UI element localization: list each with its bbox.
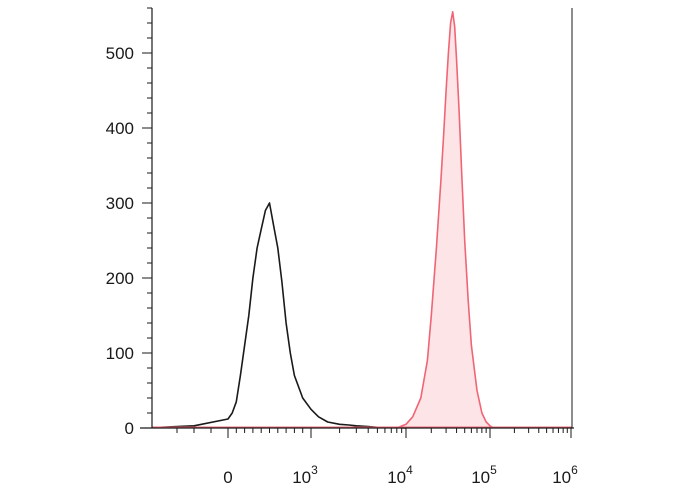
x-tick-label: 0: [223, 468, 232, 487]
y-tick-label: 200: [106, 269, 134, 288]
x-tick-label: 103: [292, 463, 318, 487]
plot-background: [152, 8, 572, 428]
series-layer: [152, 11, 572, 429]
x-tick-label: 105: [471, 463, 497, 487]
y-ticks: 0 100 200 300 400 500: [106, 7, 152, 438]
y-tick-label: 400: [106, 119, 134, 138]
y-tick-label: 0: [125, 419, 134, 438]
y-tick-label: 100: [106, 344, 134, 363]
series-0-line: [159, 202, 407, 429]
x-ticks: 0 103 104 105 106: [176, 428, 578, 487]
y-tick-label: 500: [106, 44, 134, 63]
y-tick-label: 300: [106, 194, 134, 213]
series-1-line: [396, 11, 494, 429]
x-tick-label: 106: [552, 463, 578, 487]
x-tick-label: 104: [387, 463, 413, 487]
plot-area: [152, 8, 572, 428]
